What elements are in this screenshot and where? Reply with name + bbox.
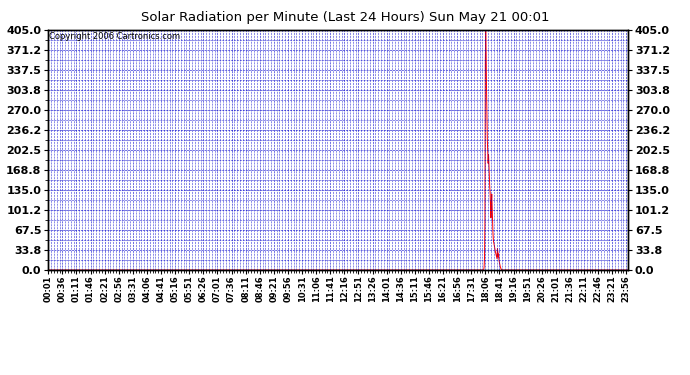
Text: Solar Radiation per Minute (Last 24 Hours) Sun May 21 00:01: Solar Radiation per Minute (Last 24 Hour… xyxy=(141,11,549,24)
Text: Copyright 2006 Cartronics.com: Copyright 2006 Cartronics.com xyxy=(50,32,181,41)
